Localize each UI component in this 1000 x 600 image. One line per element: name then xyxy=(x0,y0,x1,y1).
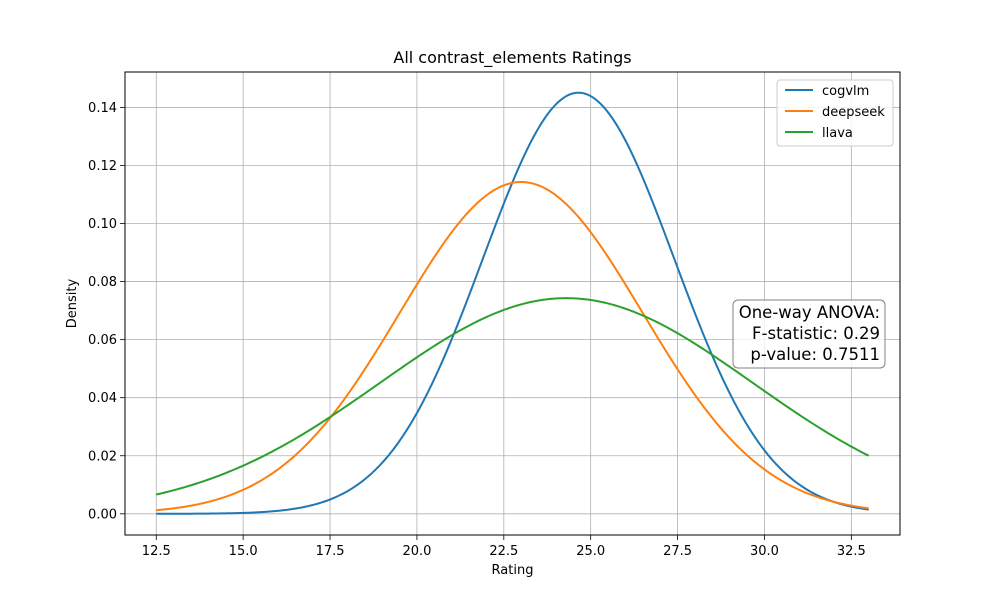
legend: cogvlm deepseek llava xyxy=(776,79,894,147)
x-axis-label: Rating xyxy=(492,563,534,578)
anova-p-value: p-value: 0.7511 xyxy=(750,345,880,364)
x-tick-label: 17.5 xyxy=(316,544,345,559)
legend-label-cogvlm: cogvlm xyxy=(822,84,869,99)
y-tick-label: 0.00 xyxy=(88,507,117,522)
series-line-deepseek xyxy=(156,180,869,512)
anova-f-statistic: F-statistic: 0.29 xyxy=(752,324,880,343)
y-tick-label: 0.10 xyxy=(88,217,117,232)
y-tick-label: 0.12 xyxy=(88,159,117,174)
x-axis-ticks: 12.5 15.0 17.5 20.0 22.5 25.0 27.5 30.0 32.5 xyxy=(142,535,866,559)
legend-box xyxy=(776,79,894,147)
x-tick-label: 30.0 xyxy=(750,544,779,559)
y-tick-label: 0.06 xyxy=(88,333,117,348)
legend-label-llava: llava xyxy=(822,126,853,141)
x-tick-label: 20.0 xyxy=(402,544,431,559)
y-tick-label: 0.02 xyxy=(88,449,117,464)
y-tick-label: 0.14 xyxy=(88,101,117,116)
chart-title: All contrast_elements Ratings xyxy=(393,48,631,68)
anova-box xyxy=(732,299,886,369)
anova-annotation: One-way ANOVA: F-statistic: 0.29 p-value… xyxy=(732,299,886,369)
anova-heading: One-way ANOVA: xyxy=(739,303,880,322)
y-tick-label: 0.04 xyxy=(88,391,117,406)
x-tick-label: 15.0 xyxy=(229,544,258,559)
x-tick-label: 27.5 xyxy=(663,544,692,559)
x-tick-label: 32.5 xyxy=(837,544,866,559)
y-axis-label: Density xyxy=(65,278,80,328)
series-line-llava xyxy=(156,297,870,496)
plot-frame xyxy=(124,71,901,536)
x-tick-label: 22.5 xyxy=(489,544,518,559)
x-tick-label: 25.0 xyxy=(576,544,605,559)
y-tick-label: 0.08 xyxy=(88,275,117,290)
legend-label-deepseek: deepseek xyxy=(822,105,885,120)
x-tick-label: 12.5 xyxy=(142,544,171,559)
y-axis-ticks: 0.00 0.02 0.04 0.06 0.08 0.10 0.12 0.14 xyxy=(88,101,125,522)
series-lines xyxy=(156,91,870,515)
